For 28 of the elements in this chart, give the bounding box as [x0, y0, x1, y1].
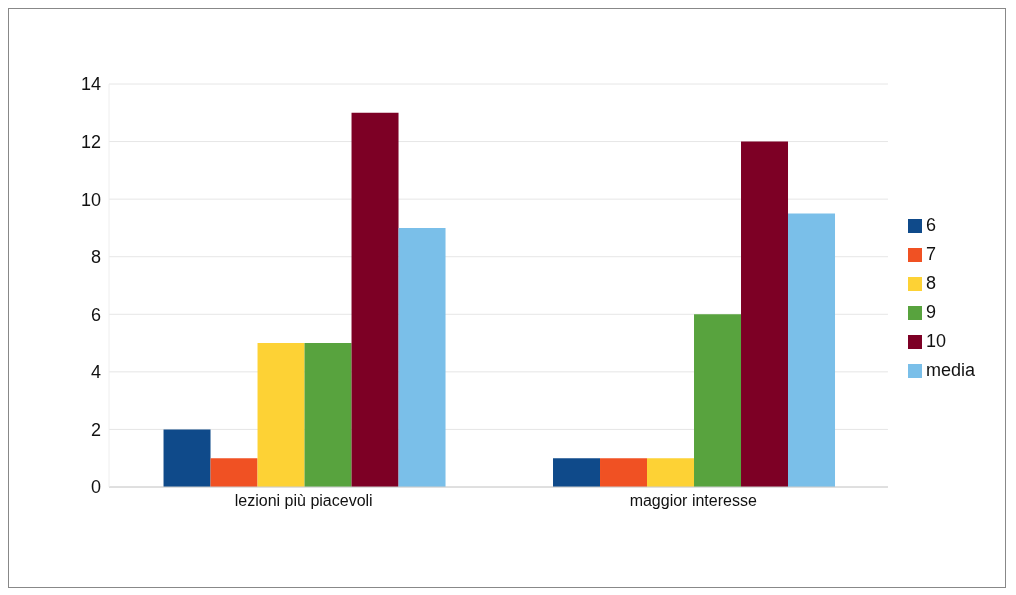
- bar: [741, 141, 789, 487]
- legend-label: 10: [925, 331, 946, 351]
- bar: [600, 458, 648, 487]
- x-tick-label: lezioni più piacevoli: [234, 492, 373, 510]
- bar: [398, 227, 446, 487]
- x-tick-label: maggior interesse: [629, 492, 757, 510]
- y-tick-label: 6: [90, 304, 101, 325]
- bar: [788, 213, 836, 487]
- legend-label: 8: [925, 273, 936, 293]
- bar: [163, 429, 211, 487]
- y-tick-label: 2: [90, 419, 101, 440]
- y-tick-label: 10: [80, 189, 101, 210]
- y-tick-label: 14: [80, 74, 101, 95]
- y-tick-label: 4: [90, 362, 101, 383]
- bar: [694, 314, 742, 487]
- bar: [647, 458, 695, 487]
- bar: [304, 343, 352, 487]
- y-tick-label: 0: [90, 477, 101, 498]
- y-tick-label: 8: [90, 247, 101, 268]
- legend-label: 9: [925, 302, 936, 322]
- legend-label: 7: [925, 244, 936, 264]
- bar: [257, 343, 305, 487]
- bar: [553, 458, 601, 487]
- legend-label: 6: [925, 215, 936, 235]
- y-tick-label: 12: [80, 131, 101, 152]
- legend-label: media: [925, 360, 975, 380]
- bar: [351, 112, 399, 487]
- bar: [210, 458, 258, 487]
